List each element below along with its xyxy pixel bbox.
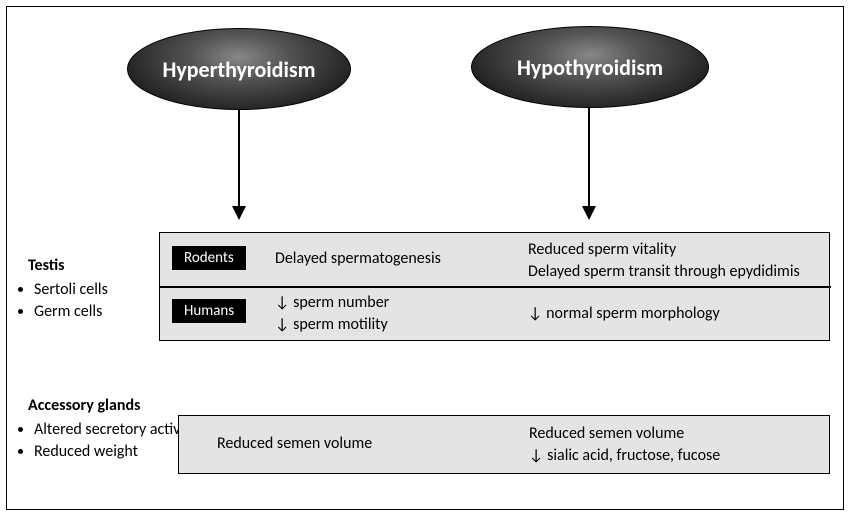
ellipse-hypo-label: Hypothyroidism — [517, 54, 663, 81]
accessory-bullets: Altered secretory activity Reduced weigh… — [8, 419, 203, 462]
ellipse-hyperthyroidism: Hyperthyroidism — [127, 28, 351, 110]
list-item: Sertoli cells — [34, 279, 108, 301]
cell-line: Delayed sperm transit through epydidimis — [528, 261, 800, 283]
accessory-header: Accessory glands — [8, 396, 203, 415]
cell-line: ↓ sperm number — [275, 292, 389, 314]
cell-line: Reduced sperm vitality — [528, 239, 800, 261]
arrow-right-shaft — [588, 108, 590, 206]
rodents-hyper-cell: Delayed spermatogenesis — [275, 248, 441, 270]
accessory-panel: Reduced semen volume Reduced semen volum… — [178, 415, 830, 474]
accessory-hypo-cell: Reduced semen volume ↓ sialic acid, fruc… — [529, 423, 720, 466]
testis-panel-divider — [160, 286, 831, 288]
badge-rodents: Rodents — [172, 246, 246, 270]
testis-panel: Rodents Humans Delayed spermatogenesis R… — [159, 232, 830, 341]
rodents-hypo-cell: Reduced sperm vitality Delayed sperm tra… — [528, 239, 800, 282]
cell-line: ↓ sperm motility — [275, 314, 389, 336]
cell-line: Reduced semen volume — [529, 423, 720, 445]
cell-line: ↓ sialic acid, fructose, fucose — [529, 445, 720, 467]
testis-label-block: Testis Sertoli cells Germ cells — [8, 256, 108, 322]
testis-header: Testis — [8, 256, 108, 275]
humans-hypo-cell: ↓ normal sperm morphology — [528, 303, 720, 325]
ellipse-hypothyroidism: Hypothyroidism — [471, 26, 709, 108]
arrow-right-head — [582, 206, 596, 220]
arrow-left-shaft — [238, 110, 240, 206]
arrow-left-head — [232, 206, 246, 220]
humans-hyper-cell: ↓ sperm number ↓ sperm motility — [275, 292, 389, 335]
badge-humans: Humans — [172, 299, 246, 323]
diagram-canvas: Hyperthyroidism Hypothyroidism Testis Se… — [0, 0, 850, 519]
accessory-label-block: Accessory glands Altered secretory activ… — [8, 396, 203, 462]
ellipse-hyper-label: Hyperthyroidism — [162, 56, 315, 83]
testis-bullets: Sertoli cells Germ cells — [8, 279, 108, 322]
accessory-hyper-cell: Reduced semen volume — [217, 433, 372, 455]
list-item: Germ cells — [34, 301, 108, 323]
